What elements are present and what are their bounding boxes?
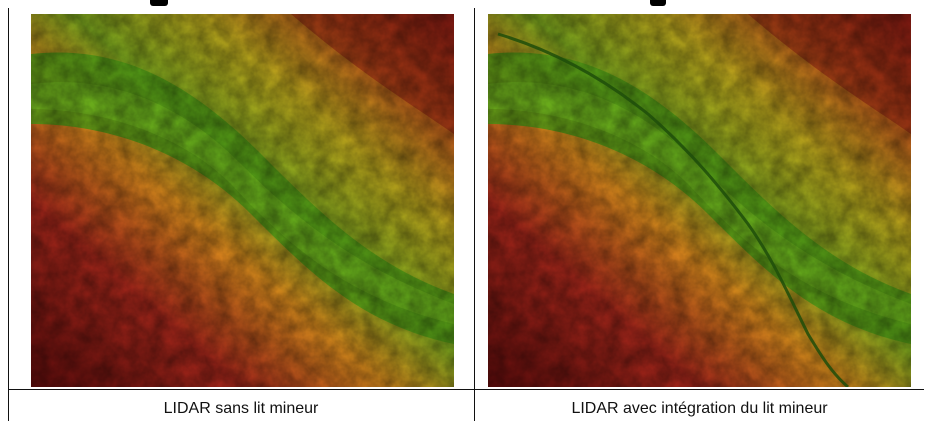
river-channel [497, 32, 849, 387]
comparison-table: LIDAR sans lit mineur LIDAR avec intégra… [8, 8, 924, 421]
terrain-image [488, 14, 911, 387]
terrain-image [31, 14, 454, 387]
caption-right: LIDAR avec intégration du lit mineur [571, 400, 828, 417]
table-border-left [8, 8, 9, 421]
caption-left: LIDAR sans lit mineur [163, 400, 319, 417]
lidar-map-left [31, 14, 454, 387]
table-divider [474, 8, 475, 421]
table-row-divider [8, 389, 924, 390]
lidar-map-right [488, 14, 911, 387]
cropped-heading-fragment [0, 0, 932, 8]
